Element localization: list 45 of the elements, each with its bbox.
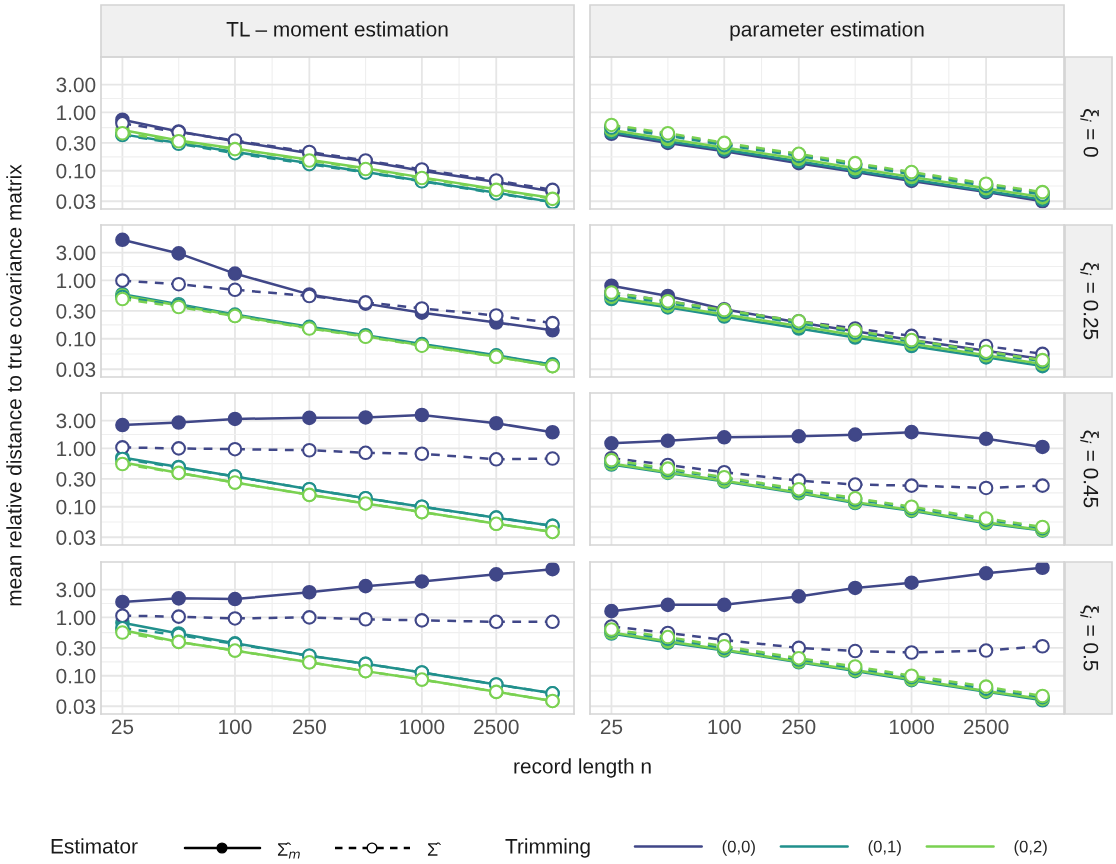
y2-axis-title: ξ$_{i}$ = 0.45 [1080, 430, 1099, 508]
chart-title: TL – moment estimation [226, 21, 448, 37]
y-tick-label: 3.00 [56, 582, 96, 598]
y-tick-label: 3.00 [56, 77, 96, 93]
y-tick-label: 1.00 [57, 105, 96, 121]
x-tick-label: 2500 [963, 719, 1009, 735]
legend-label: (0,2) [1014, 840, 1047, 856]
y-tick-label: 0.30 [56, 471, 96, 487]
x-tick-label: 250 [782, 719, 816, 735]
y-tick-label: 0.10 [56, 163, 96, 179]
x-tick-label: 1000 [889, 719, 934, 735]
x-axis-title: record length n [514, 758, 651, 778]
legend-title: Trimming [505, 838, 590, 858]
x-tick-label: 250 [293, 719, 326, 735]
legend-label: (0,1) [868, 840, 901, 856]
text: Σ̂$_{m}$ [277, 842, 300, 859]
x-tick-label: 100 [708, 719, 741, 735]
y2-axis-title: ξ$_{i}$ = 0.5 [1080, 605, 1099, 671]
y-tick-label: 0.10 [56, 499, 96, 515]
y-tick-label: 1.00 [57, 610, 96, 626]
x-tick-label: 25 [111, 719, 134, 735]
y-tick-label: 0.03 [56, 194, 96, 210]
y-tick-label: 0.30 [56, 303, 96, 319]
y-tick-label: 0.03 [56, 530, 96, 546]
y-tick-label: 0.30 [56, 135, 96, 151]
y-tick-label: 3.00 [56, 413, 96, 429]
chart-title: parameter estimation [730, 21, 924, 41]
y-axis-title: mean relative distance to true covariance matrix [6, 164, 22, 606]
x-tick-label: 25 [600, 719, 623, 735]
legend-label: (0,0) [722, 840, 755, 856]
text: Estimator [51, 838, 138, 854]
y-tick-label: 1.00 [57, 441, 96, 457]
y-tick-label: 3.00 [56, 245, 96, 261]
x-tick-label: 1000 [400, 719, 445, 735]
x-tick-label: 2500 [474, 719, 519, 735]
y-tick-label: 0.10 [56, 331, 96, 347]
y-tick-label: 0.30 [56, 640, 96, 656]
y-tick-label: 0.03 [56, 362, 96, 378]
x-tick-label: 100 [219, 719, 252, 735]
y2-axis-title: ξ$_{i}$ = 0.25 [1080, 262, 1099, 340]
y-tick-label: 1.00 [57, 273, 96, 289]
y-tick-label: 0.03 [56, 699, 96, 715]
y-tick-label: 0.10 [56, 668, 96, 684]
y2-axis-title: ξ$_{i}$ = 0 [1080, 109, 1099, 157]
text: Σ̂ [427, 842, 442, 856]
